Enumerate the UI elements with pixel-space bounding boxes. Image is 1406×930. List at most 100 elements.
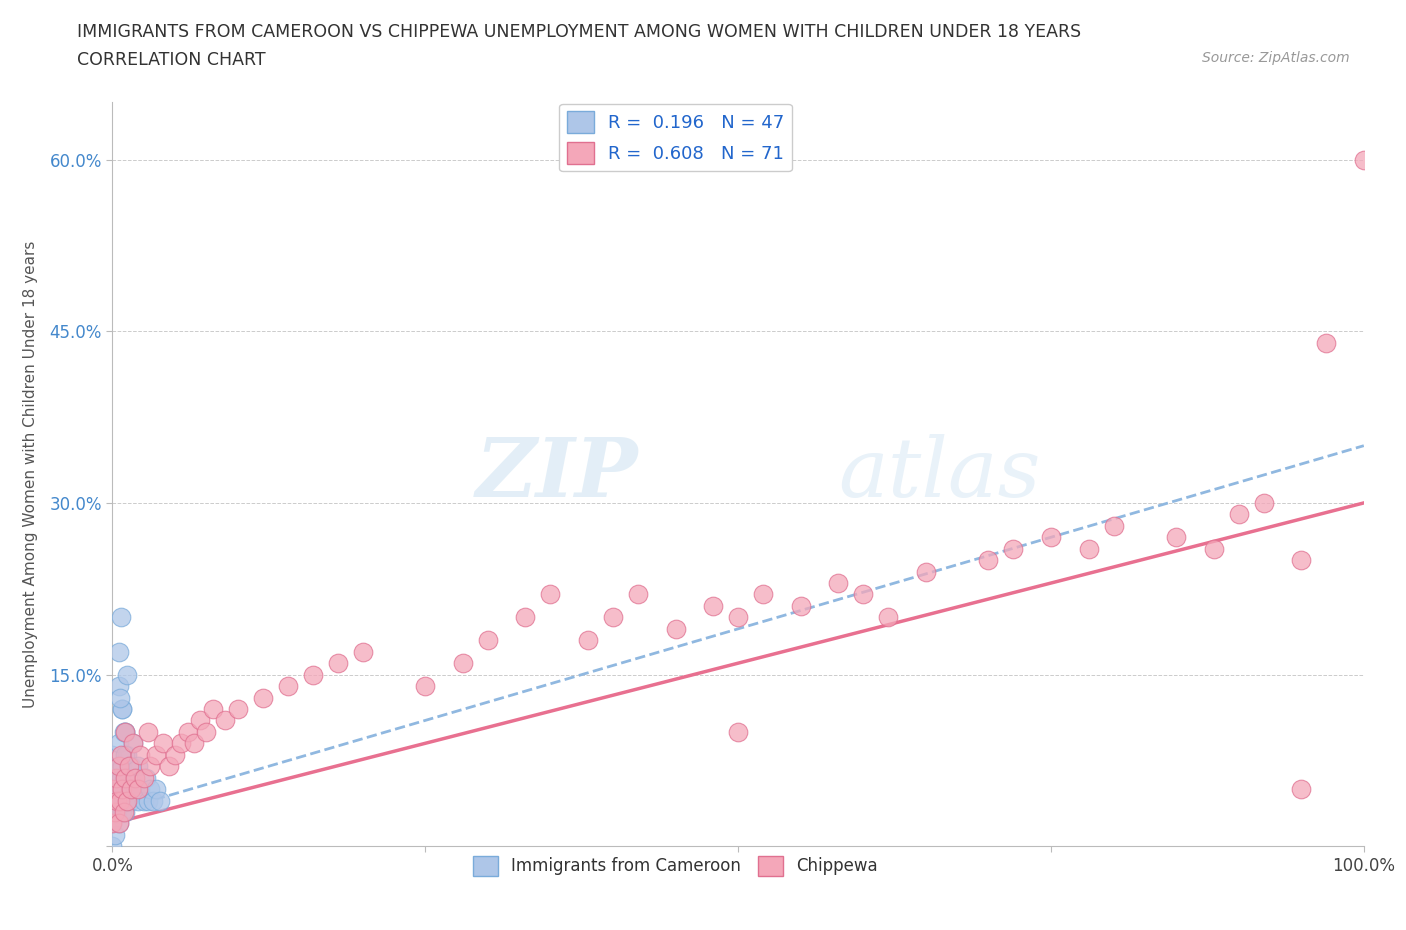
Text: CORRELATION CHART: CORRELATION CHART	[77, 51, 266, 69]
Point	[1227, 507, 1250, 522]
Point	[105, 770, 128, 785]
Point	[114, 748, 136, 763]
Point	[176, 724, 198, 739]
Point	[477, 632, 499, 647]
Point	[132, 793, 155, 808]
Point	[111, 781, 134, 796]
Point	[121, 736, 143, 751]
Text: IMMIGRANTS FROM CAMEROON VS CHIPPEWA UNEMPLOYMENT AMONG WOMEN WITH CHILDREN UNDE: IMMIGRANTS FROM CAMEROON VS CHIPPEWA UNE…	[77, 23, 1081, 41]
Text: Source: ZipAtlas.com: Source: ZipAtlas.com	[1202, 51, 1350, 65]
Point	[1102, 518, 1125, 533]
Point	[120, 781, 142, 796]
Point	[117, 793, 139, 808]
Point	[101, 816, 124, 830]
Point	[352, 644, 374, 659]
Point	[101, 839, 124, 854]
Point	[120, 793, 142, 808]
Point	[139, 781, 162, 796]
Point	[107, 736, 129, 751]
Point	[107, 759, 129, 774]
Point	[602, 610, 624, 625]
Point	[124, 770, 146, 785]
Point	[112, 781, 135, 796]
Point	[152, 736, 174, 751]
Point	[110, 748, 132, 763]
Point	[136, 724, 159, 739]
Point	[114, 804, 136, 819]
Point	[107, 816, 129, 830]
Point	[915, 565, 938, 579]
Point	[107, 781, 129, 796]
Point	[112, 724, 135, 739]
Point	[1077, 541, 1099, 556]
Point	[127, 793, 149, 808]
Point	[132, 770, 155, 785]
Point	[117, 748, 139, 763]
Text: ZIP: ZIP	[475, 434, 638, 514]
Point	[1202, 541, 1225, 556]
Point	[627, 587, 650, 602]
Point	[101, 816, 124, 830]
Point	[114, 770, 136, 785]
Point	[790, 599, 813, 614]
Legend: Immigrants from Cameroon, Chippewa: Immigrants from Cameroon, Chippewa	[467, 849, 884, 883]
Point	[188, 713, 211, 728]
Point	[124, 781, 146, 796]
Point	[104, 804, 127, 819]
Point	[141, 793, 163, 808]
Point	[135, 770, 157, 785]
Point	[111, 701, 134, 716]
Point	[111, 701, 134, 716]
Point	[104, 828, 127, 843]
Point	[827, 576, 849, 591]
Point	[108, 793, 131, 808]
Point	[114, 724, 136, 739]
Point	[118, 759, 141, 774]
Point	[195, 724, 218, 739]
Point	[107, 793, 129, 808]
Point	[214, 713, 236, 728]
Point	[702, 599, 724, 614]
Point	[157, 759, 180, 774]
Point	[110, 610, 132, 625]
Point	[277, 679, 299, 694]
Point	[114, 770, 136, 785]
Point	[977, 552, 1000, 567]
Point	[107, 816, 129, 830]
Point	[107, 804, 129, 819]
Point	[117, 667, 139, 682]
Point	[1164, 530, 1187, 545]
Point	[101, 748, 124, 763]
Point	[108, 793, 131, 808]
Point	[413, 679, 436, 694]
Point	[1353, 153, 1375, 167]
Point	[163, 748, 186, 763]
Point	[576, 632, 599, 647]
Point	[1315, 335, 1337, 350]
Point	[127, 759, 149, 774]
Point	[727, 610, 749, 625]
Point	[114, 724, 136, 739]
Point	[101, 781, 124, 796]
Point	[727, 724, 749, 739]
Point	[664, 621, 686, 636]
Point	[121, 736, 143, 751]
Point	[111, 804, 134, 819]
Point	[107, 759, 129, 774]
Point	[752, 587, 775, 602]
Point	[1002, 541, 1025, 556]
Point	[110, 770, 132, 785]
Point	[117, 793, 139, 808]
Point	[226, 701, 249, 716]
Point	[1253, 496, 1275, 511]
Point	[136, 793, 159, 808]
Point	[120, 759, 142, 774]
Point	[451, 656, 474, 671]
Point	[139, 759, 162, 774]
Point	[877, 610, 900, 625]
Point	[1039, 530, 1063, 545]
Y-axis label: Unemployment Among Women with Children Under 18 years: Unemployment Among Women with Children U…	[24, 241, 38, 708]
Point	[145, 781, 167, 796]
Point	[852, 587, 875, 602]
Point	[114, 724, 136, 739]
